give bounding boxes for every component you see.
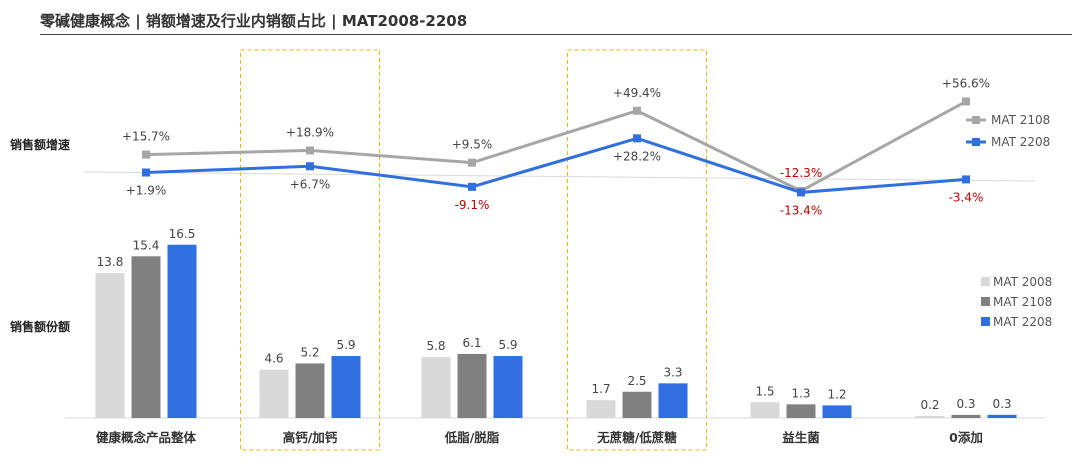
bar [786,404,816,418]
x-tick-label: 低脂/脱脂 [444,430,500,445]
growth-value-label: +1.9% [126,184,167,198]
bar [586,400,616,418]
growth-value-label: +15.7% [122,130,170,144]
bar [457,353,487,418]
growth-point [468,182,476,191]
bar [331,356,361,418]
bar [658,383,688,418]
x-tick-label: 益生菌 [782,430,820,445]
growth-point [306,146,314,155]
growth-value-label: +56.6% [942,76,990,90]
bar-value-label: 1.2 [827,387,846,401]
growth-point [962,175,970,184]
growth-value-label: -9.1% [455,198,490,212]
bar-value-label: 3.3 [663,365,682,379]
bar-value-label: 5.8 [426,339,445,353]
x-tick-label: 健康概念产品整体 [96,430,197,445]
legend-label: MAT 2008 [993,275,1052,289]
bar-value-label: 5.2 [300,345,319,359]
legend-label: MAT 2208 [991,135,1050,149]
growth-value-label: +9.5% [452,138,493,152]
bar [622,391,652,418]
bar-value-label: 2.5 [627,374,646,388]
bar-value-label: 13.8 [97,255,124,269]
growth-point [306,162,314,171]
x-tick-label: 0添加 [949,430,983,445]
chart-title: 零碱健康概念 | 销额增速及行业内销额占比 | MAT2008-2208 [40,12,468,30]
bar [95,273,125,418]
bar-value-label: 1.3 [791,386,810,400]
bar-value-label: 5.9 [498,338,517,352]
bar [421,357,451,418]
bar [295,363,325,418]
bar-value-label: 1.5 [755,384,774,398]
growth-point [142,168,150,177]
bar [951,414,981,418]
bar [259,369,289,418]
bar-row-label: 销售额份额 [10,319,70,334]
growth-line [145,136,967,194]
bar [822,405,852,418]
growth-zero-line [84,171,1036,182]
growth-point [633,134,641,143]
growth-point [633,106,641,115]
bar [131,256,161,418]
x-tick-label: 高钙/加钙 [283,430,338,445]
growth-value-label: +18.9% [286,125,334,139]
bar [750,402,780,418]
bar [915,415,945,418]
growth-value-label: -12.3% [780,166,822,180]
growth-value-label: +6.7% [290,177,331,191]
legend-bar-swatch [981,297,990,306]
growth-point [468,158,476,167]
growth-value-label: -13.4% [780,203,822,217]
growth-point [962,97,970,106]
bar-value-label: 16.5 [169,227,196,241]
bar [987,414,1017,418]
legend-label: MAT 2108 [993,295,1052,309]
title-divider [40,34,1072,35]
legend-line-marker [972,138,980,146]
bar [167,244,197,418]
legend-bar-swatch [981,317,990,326]
growth-value-label: +28.2% [613,149,661,163]
bar-value-label: 6.1 [462,336,481,350]
growth-value-label: -3.4% [949,190,984,204]
growth-line [145,100,967,193]
legend-bar-swatch [981,277,990,286]
bar-value-label: 0.3 [992,397,1011,411]
legend-line-marker [972,116,980,124]
growth-value-label: +49.4% [613,86,661,100]
bar-value-label: 15.4 [133,238,160,252]
bar-value-label: 4.6 [264,352,283,366]
highlight-box [567,49,707,451]
bar-value-label: 1.7 [591,382,610,396]
x-tick-label: 无蔗糖/低蔗糖 [596,430,677,445]
legend-label: MAT 2208 [993,315,1052,329]
legend-label: MAT 2108 [991,113,1050,127]
bar-value-label: 0.3 [956,397,975,411]
bar [493,356,523,418]
growth-point [142,150,150,159]
bar-value-label: 5.9 [336,338,355,352]
highlight-box [240,49,380,451]
line-row-label: 销售额增速 [10,137,70,152]
bar-value-label: 0.2 [920,398,939,412]
growth-point [797,188,805,197]
